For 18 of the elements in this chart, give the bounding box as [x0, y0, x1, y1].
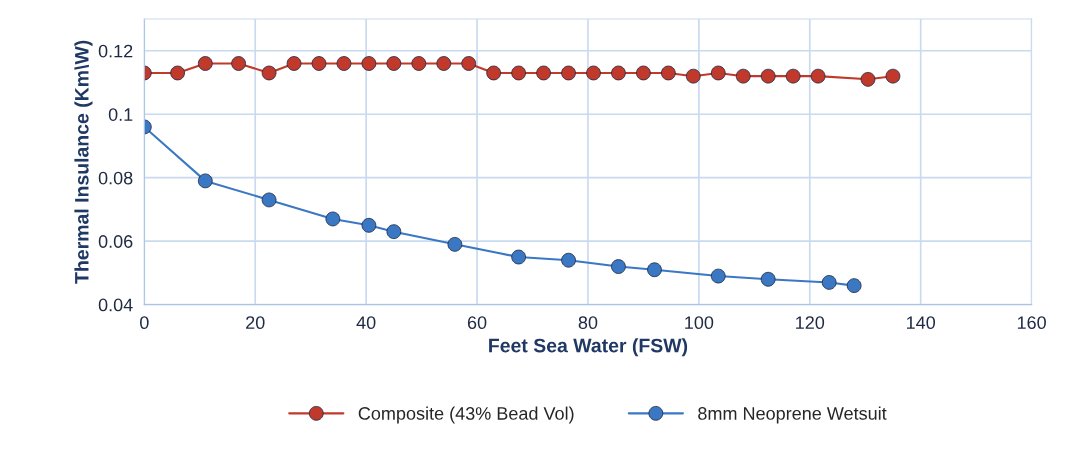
- x-tick-label: 140: [906, 316, 936, 330]
- legend-label: Composite (43% Bead Vol): [358, 406, 574, 424]
- y-tick-label: 0.08: [98, 171, 133, 185]
- x-tick-label: 20: [246, 316, 265, 330]
- legend-label: 8mm Neoprene Wetsuit: [698, 406, 887, 424]
- x-tick-label: 0: [140, 316, 149, 330]
- y-tick-label: 0.1: [108, 108, 133, 121]
- x-tick-label: 160: [1017, 316, 1046, 330]
- y-tick-label: 0.12: [98, 44, 133, 58]
- y-tick-label: 0.04: [98, 298, 133, 312]
- y-tick-label: 0.06: [98, 235, 133, 248]
- x-tick-label: 120: [796, 316, 825, 330]
- x-tick-label: 100: [685, 316, 714, 330]
- x-axis-title: Feet Sea Water (FSW): [489, 338, 688, 357]
- x-tick-label: 40: [356, 316, 376, 330]
- y-axis-title: Thermal Insulance (Km\W): [74, 40, 93, 284]
- x-tick-label: 60: [467, 316, 487, 330]
- x-tick-label: 80: [578, 316, 598, 330]
